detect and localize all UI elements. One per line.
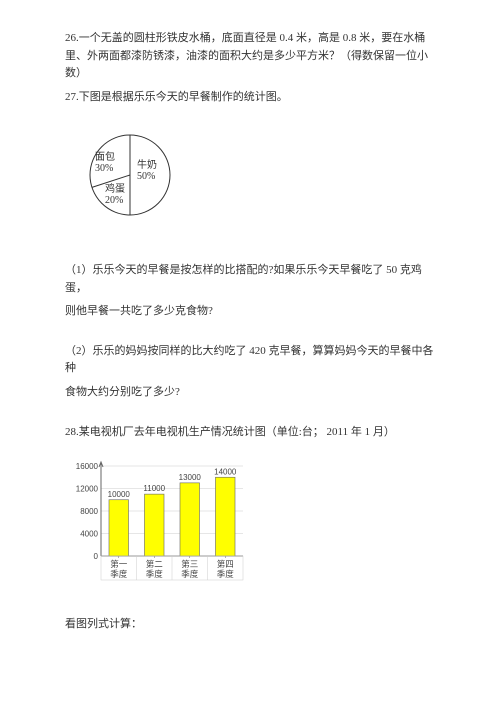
- question-28-prompt: 看图列式计算：: [65, 616, 435, 634]
- svg-text:10000: 10000: [108, 490, 131, 499]
- svg-text:0: 0: [94, 552, 99, 561]
- svg-text:20%: 20%: [105, 195, 123, 206]
- svg-text:季度: 季度: [146, 569, 164, 579]
- svg-text:16000: 16000: [76, 462, 99, 471]
- svg-text:第一: 第一: [110, 559, 128, 569]
- svg-text:牛奶: 牛奶: [137, 158, 157, 171]
- svg-text:14000: 14000: [214, 467, 237, 476]
- pie-svg: 牛奶50% 面包30% 鸡蛋20%: [75, 120, 195, 235]
- svg-text:季度: 季度: [181, 569, 199, 579]
- question-27-1: （1）乐乐今天的早餐是按怎样的比搭配的?如果乐乐今天早餐吃了 50 克鸡蛋，: [65, 262, 435, 297]
- svg-text:季度: 季度: [217, 569, 235, 579]
- svg-text:第二: 第二: [146, 559, 164, 569]
- question-27-1b: 则他早餐一共吃了多少克食物?: [65, 303, 435, 321]
- question-28-intro: 28.某电视机厂去年电视机生产情况统计图（单位:台； 2011 年 1 月）: [65, 424, 435, 442]
- pie-chart: 牛奶50% 面包30% 鸡蛋20%: [75, 120, 435, 242]
- svg-text:季度: 季度: [110, 569, 128, 579]
- svg-text:30%: 30%: [95, 163, 113, 174]
- svg-text:12000: 12000: [76, 485, 99, 494]
- svg-text:4000: 4000: [80, 530, 98, 539]
- svg-text:第三: 第三: [181, 559, 198, 569]
- question-26-text: 26.一个无盖的圆柱形铁皮水桶，底面直径是 0.4 米，高是 0.8 米，要在水…: [65, 30, 435, 83]
- question-27-2b: 食物大约分别吃了多少?: [65, 384, 435, 402]
- svg-text:11000: 11000: [143, 484, 165, 493]
- svg-text:50%: 50%: [137, 171, 155, 182]
- svg-text:13000: 13000: [179, 473, 202, 482]
- svg-text:第四: 第四: [217, 559, 234, 569]
- question-27-intro: 27.下图是根据乐乐今天的早餐制作的统计图。: [65, 89, 435, 107]
- bar-svg: 160001200080004000010000第一季度11000第二季度130…: [65, 451, 250, 591]
- svg-text:8000: 8000: [80, 507, 98, 516]
- bar-chart: 160001200080004000010000第一季度11000第二季度130…: [65, 451, 435, 598]
- svg-text:面包: 面包: [95, 150, 115, 163]
- question-27-2: （2）乐乐的妈妈按同样的比大约吃了 420 克早餐，算算妈妈今天的早餐中各种: [65, 343, 435, 378]
- svg-text:鸡蛋: 鸡蛋: [105, 182, 125, 195]
